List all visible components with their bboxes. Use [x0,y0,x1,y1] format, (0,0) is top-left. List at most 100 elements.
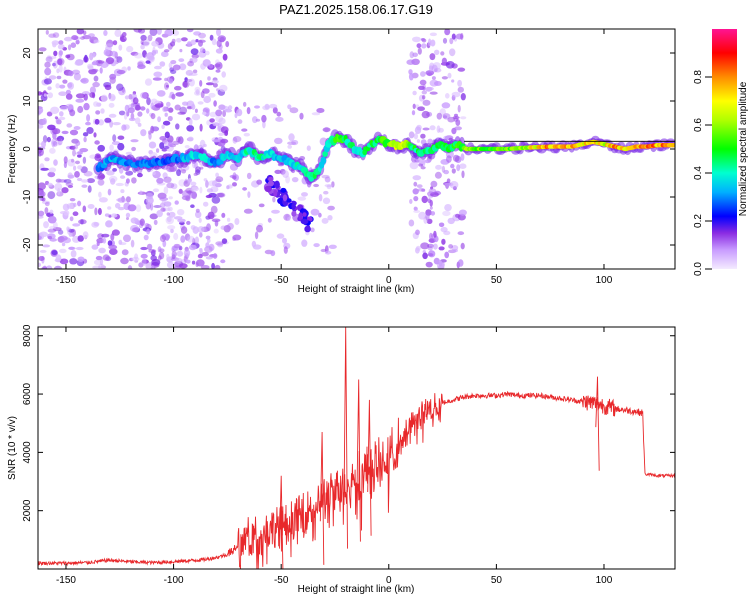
spectrogram-speckle [197,226,205,233]
spectrogram-speckle [55,137,62,142]
spectrogram-speckle [446,155,452,163]
spectrogram-speckle [75,140,81,146]
spectrogram-speckle [287,217,291,221]
x-tick-label: -100 [164,575,184,586]
spectrogram-speckle [227,105,233,110]
spectrogram-speckle [69,145,76,150]
spectrogram-speckle [40,167,49,171]
spectrogram-speckle [58,91,67,96]
spectrogram-speckle [444,29,451,36]
spectrogram-tail [286,198,292,203]
spectrogram-speckle [51,40,60,46]
spectrogram-speckle [91,221,99,228]
spectrogram-speckle [81,179,89,183]
spectrogram-speckle [171,246,175,253]
spectrogram-speckle [237,119,243,124]
spectrogram-speckle [427,138,433,145]
spectrogram-speckle [133,29,143,33]
spectrogram-speckle [77,165,83,170]
spectrogram-speckle [93,75,99,82]
spectrogram-speckle [75,246,84,251]
spectrogram-speckle [172,64,181,71]
spectrogram-speckle [311,112,321,116]
colorbar-scale [712,29,737,269]
spectrogram-speckle [258,203,265,208]
spectrogram-speckle [186,220,191,225]
spectrogram-speckle [62,203,70,211]
spectrogram-speckle [77,235,84,242]
spectrogram-speckle [442,113,451,120]
spectrogram-speckle [205,180,209,188]
spectrogram-speckle [126,45,134,53]
spectrogram-speckle [98,197,108,203]
spectrogram-speckle [180,235,186,243]
spectrogram-speckle [149,29,158,36]
spectrogram-speckle [154,127,158,132]
spectrogram-speckle [197,101,204,105]
spectrogram-speckle [455,119,461,126]
spectrogram-speckle [416,43,422,49]
spectrogram-speckle [181,37,188,42]
spectrogram-speckle [322,127,331,132]
spectrogram-speckle [38,215,44,219]
spectrogram-speckle [38,256,45,261]
spectrogram-speckle [212,122,220,127]
spectrogram-speckle [77,105,84,114]
spectrogram-speckle [70,42,77,48]
spectrogram-speckle [191,260,196,265]
spectrogram-speckle [421,110,430,119]
spectrogram-speckle [416,184,423,189]
spectrogram-speckle [112,40,118,46]
spectrogram-speckle [57,179,67,183]
spectrogram-speckle [38,146,43,154]
spectrogram-speckle [39,249,47,253]
spectrogram-speckle [199,186,203,194]
spectrogram-speckle [434,171,442,179]
spectrogram-speckle [200,265,210,269]
spectrogram-speckle [137,64,146,70]
spectrogram-speckle [146,108,150,114]
spectrogram-speckle [181,169,187,174]
spectrogram-speckle [44,67,52,76]
spectrogram-speckle [428,188,437,194]
spectrogram-speckle [135,204,142,213]
spectrogram-speckle [424,159,431,164]
spectrogram-speckle [324,176,331,183]
spectrogram-speckle [71,69,81,75]
spectrogram-speckle [157,255,162,261]
spectrogram-speckle [194,236,199,244]
spectrogram-speckle [214,63,221,68]
spectrogram-tail [264,185,272,193]
spectrogram-speckle [140,253,148,259]
spectrogram-speckle [125,170,134,176]
spectrogram-speckle [310,208,320,216]
spectrogram-tail [282,194,288,202]
spectrogram-speckle [134,253,139,260]
spectrogram-speckle [135,117,141,125]
spectrogram-speckle [205,194,213,199]
spectrogram-speckle [56,75,62,80]
spectrogram-speckle [80,219,84,225]
snr-spike [343,327,348,549]
spectrogram-speckle [44,157,50,162]
spectrogram-speckle [108,244,118,250]
spectrogram-speckle [123,112,128,120]
spectrogram-speckle [45,30,49,35]
spectrogram-noise [38,29,468,269]
spectrogram-speckle [232,234,242,241]
spectrogram-speckle [67,174,75,179]
spectrogram-speckle [83,56,89,63]
spectrogram-speckle [97,144,105,152]
spectrogram-speckle [167,225,176,230]
spectrogram-speckle [140,34,147,41]
spectrogram-speckle [449,48,456,57]
spectrogram-speckle [79,148,89,153]
spectrogram-speckle [182,80,188,88]
spectrogram-speckle [208,243,215,251]
spectrogram-speckle [100,94,108,103]
spectrogram-speckle [77,154,82,158]
spectrogram-speckle [86,127,94,134]
spectrogram-speckle [61,242,66,247]
spectrogram-speckle [175,123,180,130]
spectrogram-speckle [430,180,438,188]
